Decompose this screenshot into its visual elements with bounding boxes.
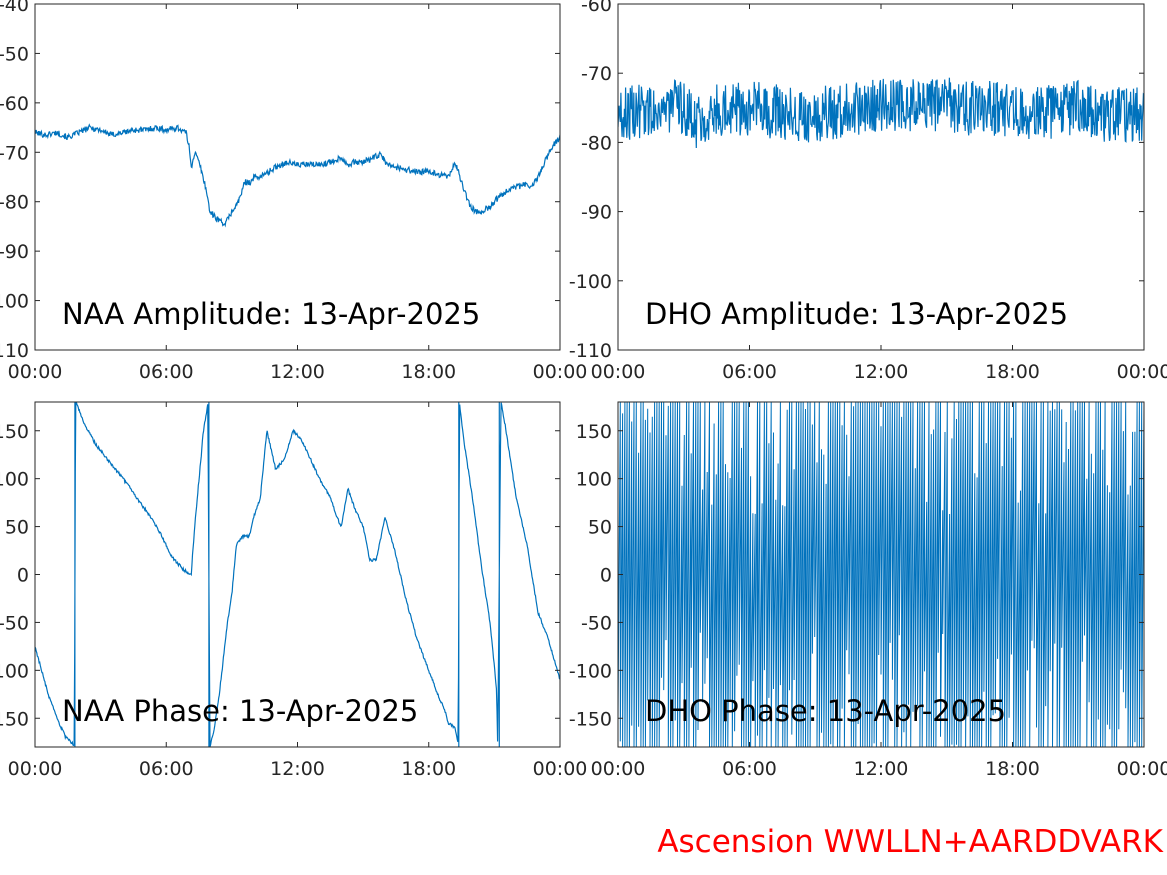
dho-phase-ytick-label: -100: [569, 660, 612, 682]
naa-amp-xtick-label: 18:00: [401, 361, 456, 383]
dho-amp-ytick-label: -100: [569, 271, 612, 293]
dho-phase-ytick-label: 100: [576, 469, 612, 491]
dho-phase-ytick-label: 0: [600, 565, 612, 587]
dho-amp-xtick-label: 12:00: [854, 361, 909, 383]
dho-amp-ytick-label: -110: [569, 340, 612, 362]
dho-phase-xtick-label: 00:00: [1117, 758, 1167, 780]
naa-phase-ytick-label: 150: [0, 421, 29, 443]
naa-amp-panel-title: NAA Amplitude: 13-Apr-2025: [62, 297, 480, 331]
naa-phase-ytick-label: -50: [0, 612, 29, 634]
dho-phase-xtick-label: 18:00: [985, 758, 1040, 780]
station-footer-label: Ascension WWLLN+AARDDVARK: [657, 824, 1163, 860]
dho-phase-panel: 00:00 06:00 12:00 18:00 00:00 150 100 50 0 -50 -10…: [569, 401, 1167, 780]
naa-amp-ytick-label: -110: [0, 340, 29, 362]
naa-phase-ytick-label: 0: [17, 565, 29, 587]
naa-phase-xtick-label: 00:00: [8, 758, 63, 780]
naa-amp-xtick-label: 06:00: [139, 361, 194, 383]
dho-phase-ytick-label: 150: [576, 421, 612, 443]
naa-amp-ytick-label: -40: [0, 0, 29, 16]
dho-phase-panel-title: DHO Phase: 13-Apr-2025: [645, 694, 1006, 728]
dho-amp-series-line: [618, 77, 1144, 149]
naa-phase-ytick-label: 50: [5, 517, 29, 539]
naa-amp-ytick-label: -100: [0, 291, 29, 313]
dho-amp-xtick-label: 18:00: [985, 361, 1040, 383]
naa-phase-panel-title: NAA Phase: 13-Apr-2025: [62, 694, 418, 728]
naa-amp-ytick-label: -90: [0, 241, 29, 263]
naa-phase-ytick-label: 100: [0, 469, 29, 491]
dho-amp-xtick-label: 00:00: [591, 361, 646, 383]
dho-amp-ytick-label: -80: [581, 132, 612, 154]
naa-amp-ytick-label: -50: [0, 43, 29, 65]
dho-phase-xtick-label: 12:00: [854, 758, 909, 780]
naa-amp-xtick-label: 12:00: [270, 361, 325, 383]
dho-amp-ytick-label: -90: [581, 202, 612, 224]
dho-amp-panel-title: DHO Amplitude: 13-Apr-2025: [645, 297, 1068, 331]
naa-amp-xtick-label: 00:00: [8, 361, 63, 383]
dho-phase-ytick-label: 50: [588, 517, 612, 539]
naa-phase-xtick-label: 18:00: [401, 758, 456, 780]
naa-phase-xtick-label: 12:00: [270, 758, 325, 780]
naa-amplitude-panel: 00:00 06:00 12:00 18:00 00:00 -40 -50 -60 -70 -80…: [0, 0, 587, 383]
naa-amp-ytick-label: -80: [0, 192, 29, 214]
naa-amp-ytick-label: -60: [0, 93, 29, 115]
dho-amp-ytick-label: -60: [581, 0, 612, 16]
naa-phase-series-line: [35, 402, 560, 747]
dho-amp-ytick-label: -70: [581, 63, 612, 85]
naa-phase-ytick-label: -150: [0, 708, 29, 730]
naa-phase-xtick-label: 06:00: [139, 758, 194, 780]
naa-phase-ytick-label: -100: [0, 660, 29, 682]
dho-phase-ytick-label: -50: [581, 612, 612, 634]
dho-amplitude-panel: 00:00 06:00 12:00 18:00 00:00 -60 -70 -80 -90 -10…: [569, 0, 1167, 383]
dho-phase-xtick-label: 06:00: [722, 758, 777, 780]
naa-phase-xtick-label: 00:00: [533, 758, 588, 780]
naa-amp-xtick-label: 00:00: [533, 361, 588, 383]
dho-phase-series-line: [618, 402, 1144, 747]
naa-amp-ytick-label: -70: [0, 142, 29, 164]
dho-phase-ytick-label: -150: [569, 708, 612, 730]
dho-amp-xtick-label: 06:00: [722, 361, 777, 383]
naa-phase-panel: 00:00 06:00 12:00 18:00 00:00 150 100 50 0 -50 -10…: [0, 401, 588, 780]
naa-amp-series-line: [35, 123, 560, 228]
dho-phase-xtick-label: 00:00: [591, 758, 646, 780]
dho-amp-xtick-label: 00:00: [1117, 361, 1167, 383]
